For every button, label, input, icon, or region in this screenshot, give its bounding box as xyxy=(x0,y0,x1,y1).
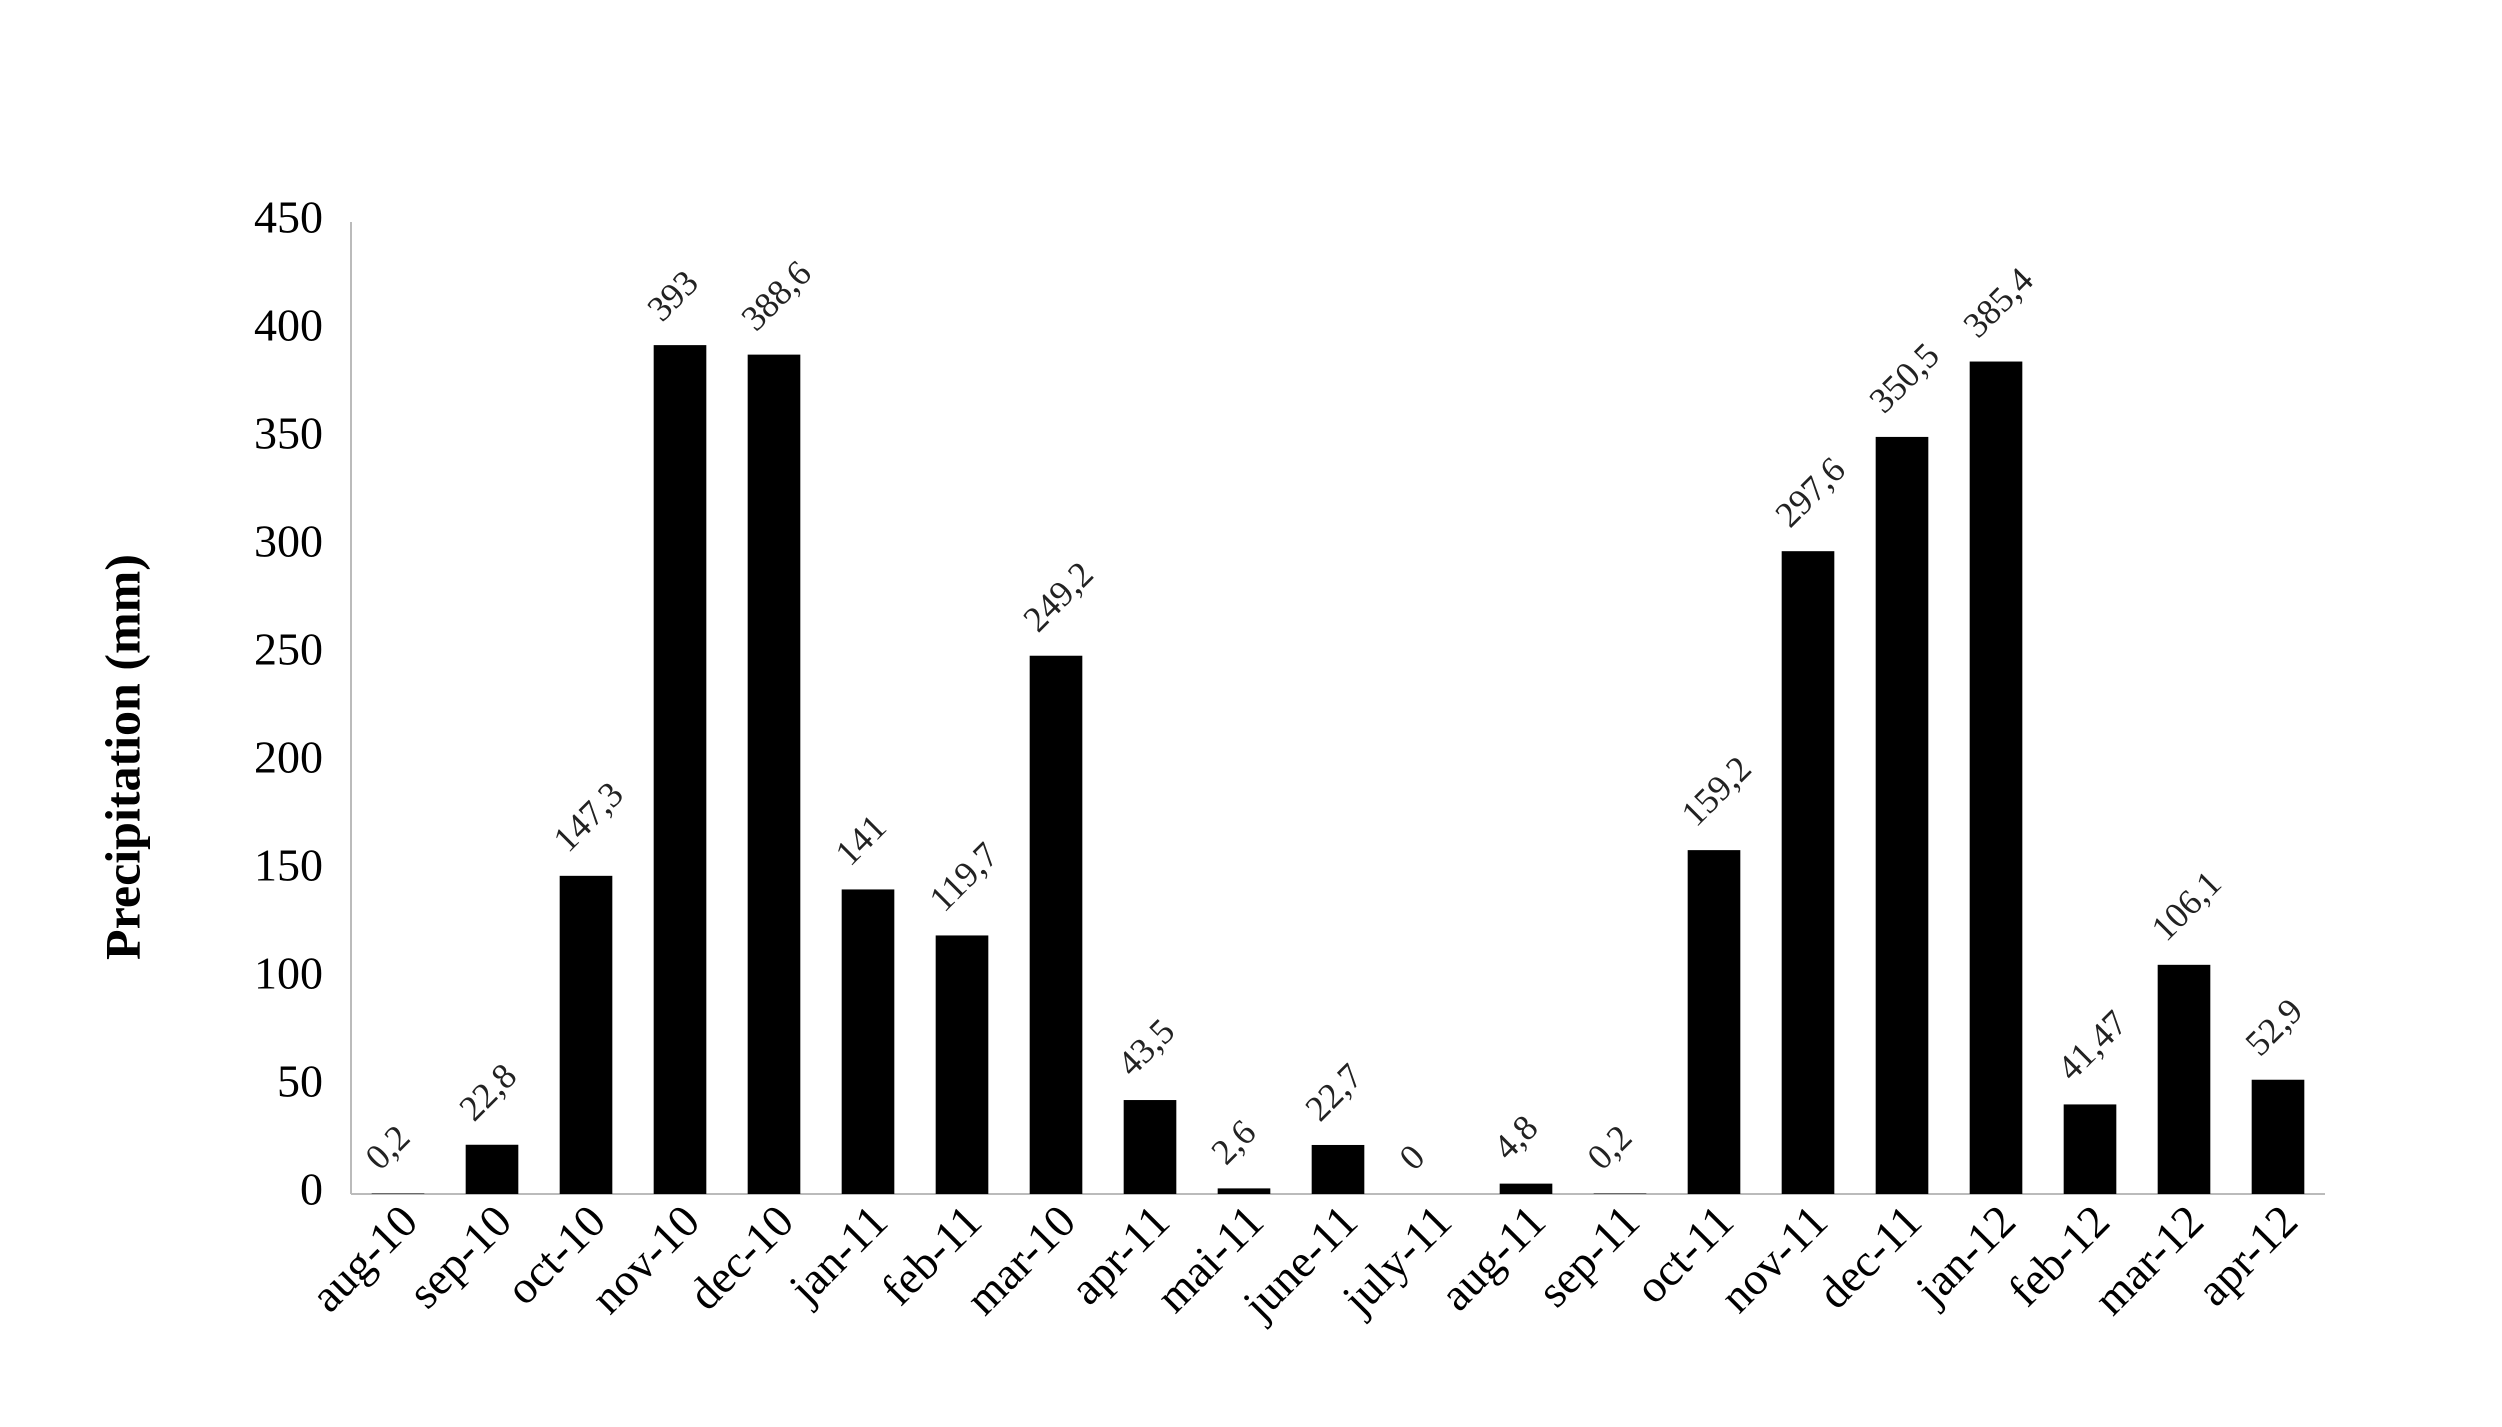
value-label: 43,5 xyxy=(1109,1011,1182,1084)
bar xyxy=(653,345,707,1194)
bar xyxy=(2063,1104,2117,1194)
value-label: 297,6 xyxy=(1767,449,1853,535)
x-tick-label: dec-11 xyxy=(1808,1195,1931,1318)
value-label: 41,47 xyxy=(2049,1003,2135,1089)
y-tick-label: 250 xyxy=(254,624,323,675)
bar xyxy=(1969,361,2023,1194)
y-tick-label: 150 xyxy=(254,840,323,891)
value-label: 0,2 xyxy=(1579,1117,1639,1177)
y-tick-label: 50 xyxy=(277,1056,323,1107)
value-label: 385,4 xyxy=(1955,260,2041,346)
bar xyxy=(1311,1144,1365,1194)
x-tick-label: nov-10 xyxy=(581,1195,709,1323)
y-tick-label: 100 xyxy=(254,948,323,999)
bar xyxy=(935,935,989,1194)
value-label: 0 xyxy=(1391,1137,1432,1178)
x-tick-label: dec-10 xyxy=(679,1195,804,1320)
y-tick-label: 400 xyxy=(254,300,323,351)
y-tick-label: 350 xyxy=(254,408,323,459)
bar xyxy=(1687,850,1741,1194)
y-tick-label: 300 xyxy=(254,516,323,567)
bar xyxy=(841,889,895,1194)
value-label: 0,2 xyxy=(357,1117,417,1177)
value-label: 141 xyxy=(827,807,893,873)
value-label: 2,6 xyxy=(1203,1112,1263,1172)
bar xyxy=(2251,1079,2305,1194)
bar xyxy=(559,875,613,1194)
value-label: 22,8 xyxy=(451,1056,524,1129)
bar xyxy=(1217,1188,1271,1194)
value-label: 52,9 xyxy=(2237,991,2310,1064)
x-tick-label: nov-11 xyxy=(1710,1195,1837,1322)
y-tick-label: 450 xyxy=(254,192,323,243)
x-tick-label: sep-11 xyxy=(1527,1195,1649,1317)
y-tick-label: 0 xyxy=(300,1164,323,1215)
bar xyxy=(747,354,801,1194)
x-tick-label: aug-11 xyxy=(1430,1195,1555,1320)
x-tick-label: apr-12 xyxy=(2187,1195,2307,1315)
value-label: 4,8 xyxy=(1485,1107,1545,1167)
x-tick-label: mar-10 xyxy=(956,1195,1085,1324)
y-tick-label: 200 xyxy=(254,732,323,783)
bar xyxy=(1781,551,1835,1194)
bar xyxy=(465,1144,519,1194)
value-label: 393 xyxy=(639,262,705,328)
value-label: 388,6 xyxy=(733,253,819,339)
value-label: 106,1 xyxy=(2143,863,2229,949)
value-label: 249,2 xyxy=(1015,554,1101,640)
value-label: 22,7 xyxy=(1297,1056,1370,1129)
value-label: 147,3 xyxy=(545,774,631,860)
x-tick-label: sep-10 xyxy=(398,1195,521,1318)
y-axis-title: Precipitation (mm) xyxy=(94,554,150,960)
x-tick-label: jan-11 xyxy=(778,1195,897,1314)
bar xyxy=(1499,1183,1553,1194)
value-label: 350,5 xyxy=(1861,335,1947,421)
bar xyxy=(1029,655,1083,1194)
x-tick-label: jan-12 xyxy=(1904,1195,2025,1316)
value-label: 159,2 xyxy=(1673,748,1759,834)
bar xyxy=(2157,964,2211,1194)
x-tick-label: mar-12 xyxy=(2084,1195,2213,1324)
bar xyxy=(1123,1100,1177,1194)
bar xyxy=(1875,436,1929,1194)
value-label: 119,7 xyxy=(921,834,1006,919)
